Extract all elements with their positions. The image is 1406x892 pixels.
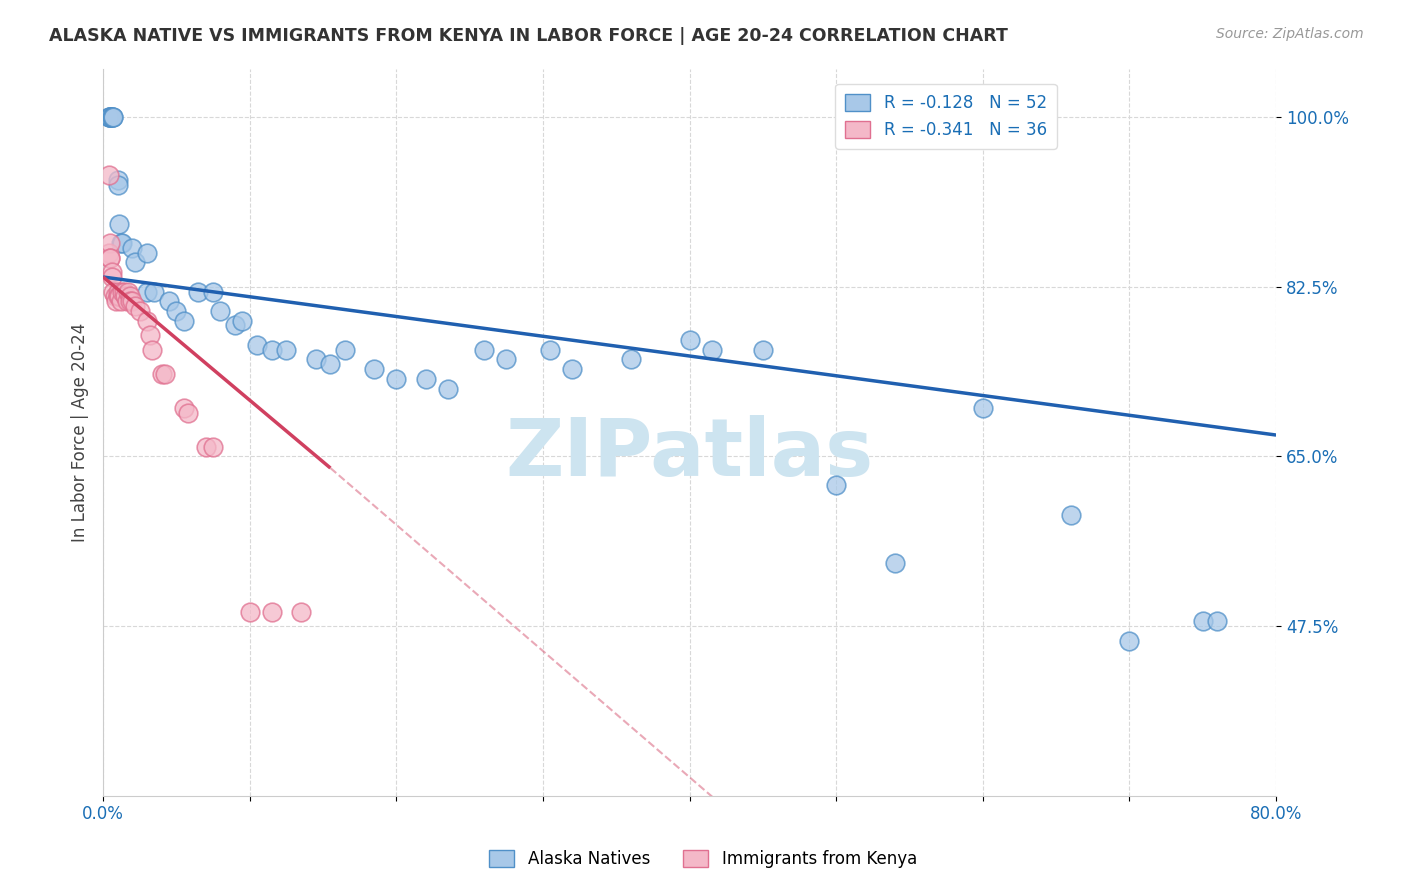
- Point: [118, 289, 141, 303]
- Point: [121, 294, 143, 309]
- Point: [112, 285, 135, 299]
- Point: [177, 406, 200, 420]
- Point: [883, 556, 905, 570]
- Point: [495, 352, 517, 367]
- Point: [98, 245, 121, 260]
- Point: [114, 289, 136, 303]
- Point: [108, 217, 131, 231]
- Point: [246, 338, 269, 352]
- Text: ALASKA NATIVE VS IMMIGRANTS FROM KENYA IN LABOR FORCE | AGE 20-24 CORRELATION CH: ALASKA NATIVE VS IMMIGRANTS FROM KENYA I…: [49, 27, 1008, 45]
- Point: [385, 372, 408, 386]
- Point: [194, 440, 217, 454]
- Point: [173, 313, 195, 327]
- Point: [305, 352, 328, 367]
- Point: [620, 352, 643, 367]
- Point: [117, 285, 139, 299]
- Point: [1206, 614, 1229, 628]
- Point: [276, 343, 298, 357]
- Point: [107, 173, 129, 187]
- Point: [111, 285, 134, 299]
- Point: [752, 343, 775, 357]
- Point: [333, 343, 356, 357]
- Point: [224, 318, 246, 333]
- Point: [105, 294, 128, 309]
- Legend: R = -0.128   N = 52, R = -0.341   N = 36: R = -0.128 N = 52, R = -0.341 N = 36: [835, 84, 1057, 149]
- Point: [110, 235, 132, 250]
- Point: [139, 328, 162, 343]
- Point: [103, 285, 125, 299]
- Point: [107, 289, 129, 303]
- Point: [415, 372, 437, 386]
- Point: [239, 605, 262, 619]
- Point: [111, 235, 134, 250]
- Point: [202, 440, 225, 454]
- Point: [100, 110, 122, 124]
- Point: [561, 362, 583, 376]
- Point: [100, 251, 122, 265]
- Text: Source: ZipAtlas.com: Source: ZipAtlas.com: [1216, 27, 1364, 41]
- Point: [165, 304, 187, 318]
- Point: [101, 270, 124, 285]
- Point: [100, 110, 122, 124]
- Point: [436, 382, 458, 396]
- Point: [972, 401, 994, 415]
- Point: [1118, 633, 1140, 648]
- Point: [107, 178, 129, 192]
- Point: [104, 289, 127, 303]
- Point: [98, 110, 121, 124]
- Point: [100, 235, 122, 250]
- Point: [103, 110, 125, 124]
- Text: ZIPatlas: ZIPatlas: [506, 415, 873, 493]
- Point: [472, 343, 495, 357]
- Point: [153, 367, 176, 381]
- Point: [100, 251, 122, 265]
- Point: [98, 110, 121, 124]
- Point: [187, 285, 209, 299]
- Point: [121, 241, 143, 255]
- Point: [101, 110, 124, 124]
- Point: [231, 313, 253, 327]
- Point: [118, 294, 141, 309]
- Point: [141, 343, 163, 357]
- Point: [150, 367, 173, 381]
- Point: [538, 343, 561, 357]
- Point: [260, 605, 283, 619]
- Point: [136, 285, 159, 299]
- Point: [209, 304, 232, 318]
- Point: [124, 299, 146, 313]
- Point: [202, 285, 225, 299]
- Point: [363, 362, 385, 376]
- Point: [143, 285, 166, 299]
- Point: [319, 357, 342, 371]
- Point: [260, 343, 283, 357]
- Point: [136, 245, 159, 260]
- Point: [290, 605, 312, 619]
- Point: [136, 313, 159, 327]
- Point: [98, 168, 121, 182]
- Point: [101, 110, 124, 124]
- Point: [128, 304, 150, 318]
- Point: [678, 333, 700, 347]
- Point: [108, 289, 131, 303]
- Point: [825, 478, 848, 492]
- Point: [100, 110, 122, 124]
- Point: [157, 294, 180, 309]
- Point: [103, 110, 125, 124]
- Legend: Alaska Natives, Immigrants from Kenya: Alaska Natives, Immigrants from Kenya: [482, 843, 924, 875]
- Y-axis label: In Labor Force | Age 20-24: In Labor Force | Age 20-24: [72, 323, 89, 541]
- Point: [173, 401, 195, 415]
- Point: [1191, 614, 1213, 628]
- Point: [700, 343, 723, 357]
- Point: [124, 255, 146, 269]
- Point: [107, 285, 129, 299]
- Point: [1060, 508, 1083, 522]
- Point: [101, 265, 124, 279]
- Point: [115, 294, 138, 309]
- Point: [110, 294, 132, 309]
